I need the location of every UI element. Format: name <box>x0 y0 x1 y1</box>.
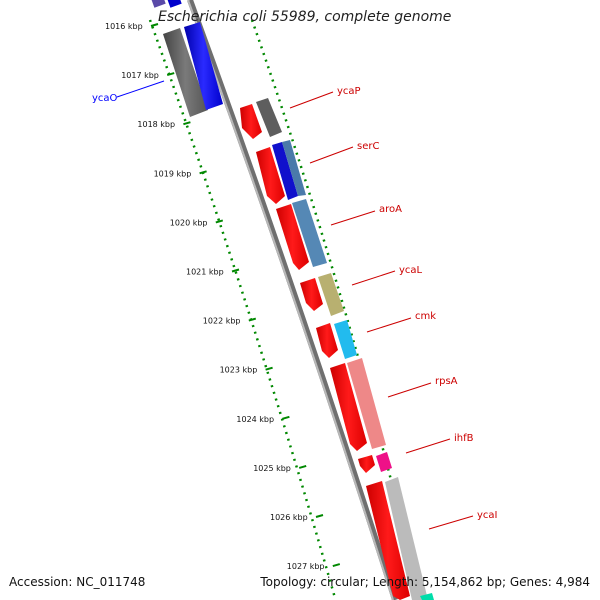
gene-cmk-cyan <box>334 320 357 359</box>
gene-ycaL-olive <box>318 273 344 316</box>
gene-label-line-ycaI <box>428 515 474 530</box>
gene-label-ycaL: ycaL <box>399 265 423 276</box>
gene-ycaI-silver <box>385 477 428 600</box>
inner-scale-line <box>148 19 337 599</box>
gene-label-line-rpsA <box>387 382 432 398</box>
tick-mark <box>215 219 224 224</box>
gene-ycaO-gray <box>163 28 208 117</box>
tick-label: 1022 kbp <box>203 317 241 326</box>
gene-label-line-ycaL <box>351 270 396 286</box>
tick-label: 1017 kbp <box>121 71 159 80</box>
gene-red-6 <box>330 363 367 451</box>
tick-label: 1020 kbp <box>170 218 208 227</box>
gene-ihfB-magenta <box>376 452 392 472</box>
tick-label: 1016 kbp <box>105 22 143 31</box>
gene-serC-steel <box>282 140 306 196</box>
gene-red-2 <box>256 147 285 204</box>
map-title: Escherichia coli 55989, complete genome <box>158 9 452 25</box>
gene-top-purple <box>150 0 166 8</box>
tick-label: 1021 kbp <box>186 268 224 277</box>
tick-label: 1023 kbp <box>220 366 258 375</box>
tick-mark <box>248 317 257 322</box>
gene-label-cmk: cmk <box>415 311 436 322</box>
gene-red-5 <box>316 323 338 358</box>
tick-label: 1027 kbp <box>287 562 325 571</box>
gene-label-line-ycaP <box>289 91 334 109</box>
gene-red-7 <box>358 455 375 473</box>
gene-aroA-steel <box>292 199 327 267</box>
tick-label: 1018 kbp <box>137 120 175 129</box>
gene-bottom-teal <box>420 593 434 600</box>
gene-label-line-serC <box>309 146 354 164</box>
topology-text: Topology: circular; Length: 5,154,862 bp… <box>260 575 590 589</box>
tick-label: 1019 kbp <box>154 169 192 178</box>
gene-label-ycaO: ycaO <box>92 93 118 104</box>
gene-ycaP-gray <box>256 98 282 137</box>
tick-mark <box>265 366 273 371</box>
gene-red-1 <box>240 104 262 139</box>
tick-mark <box>183 121 191 126</box>
tick-mark <box>282 415 290 420</box>
gene-label-line-ycaO <box>116 80 165 98</box>
tick-label: 1024 kbp <box>236 415 274 424</box>
tick-label: 1025 kbp <box>253 464 291 473</box>
tick-mark <box>231 268 240 273</box>
gene-ycaO-blue <box>184 22 223 110</box>
tick-mark <box>150 23 159 27</box>
gene-rpsA-pink <box>347 358 386 449</box>
gene-red-4 <box>300 278 323 311</box>
gene-label-ycaI: ycaI <box>477 510 498 521</box>
gene-label-rpsA: rpsA <box>435 376 458 387</box>
gene-label-aroA: aroA <box>379 204 402 215</box>
gene-red-8 <box>366 481 410 600</box>
gene-top-blue <box>166 0 182 8</box>
gene-label-line-cmk <box>366 317 412 333</box>
gene-red-3 <box>276 204 309 270</box>
backbone <box>187 0 398 600</box>
tick-mark <box>315 514 324 518</box>
accession-text: Accession: NC_011748 <box>9 575 146 589</box>
backbone-highlight <box>187 0 394 600</box>
gene-serC-blue <box>272 142 298 200</box>
gene-label-line-ihfB <box>405 438 451 454</box>
gene-label-ihfB: ihfB <box>454 433 474 444</box>
tick-label: 1026 kbp <box>270 513 308 522</box>
tick-mark <box>298 464 307 469</box>
tick-mark <box>166 72 175 77</box>
gene-label-line-aroA <box>330 210 376 226</box>
gene-label-ycaP: ycaP <box>337 86 361 97</box>
tick-mark <box>332 563 341 568</box>
tick-labels: 1016 kbp 1017 kbp 1018 kbp 1019 kbp 1020 kbp… <box>105 22 341 571</box>
gene-label-serC: serC <box>357 141 379 152</box>
tick-mark <box>199 170 207 175</box>
